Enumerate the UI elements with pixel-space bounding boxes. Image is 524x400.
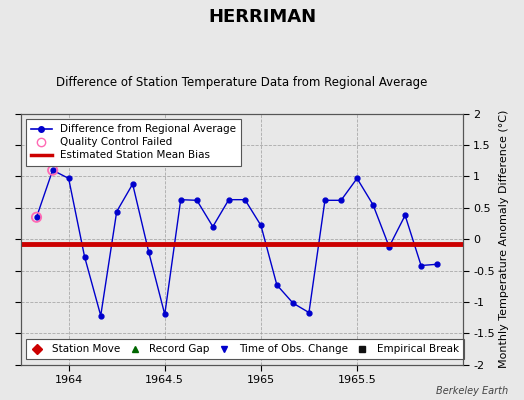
Point — [32, 214, 41, 220]
Text: Berkeley Earth: Berkeley Earth — [436, 386, 508, 396]
Legend: Station Move, Record Gap, Time of Obs. Change, Empirical Break: Station Move, Record Gap, Time of Obs. C… — [26, 339, 464, 359]
Point — [49, 167, 57, 174]
Y-axis label: Monthly Temperature Anomaly Difference (°C): Monthly Temperature Anomaly Difference (… — [499, 110, 509, 368]
Text: HERRIMAN: HERRIMAN — [208, 8, 316, 26]
Title: Difference of Station Temperature Data from Regional Average: Difference of Station Temperature Data f… — [56, 76, 428, 89]
